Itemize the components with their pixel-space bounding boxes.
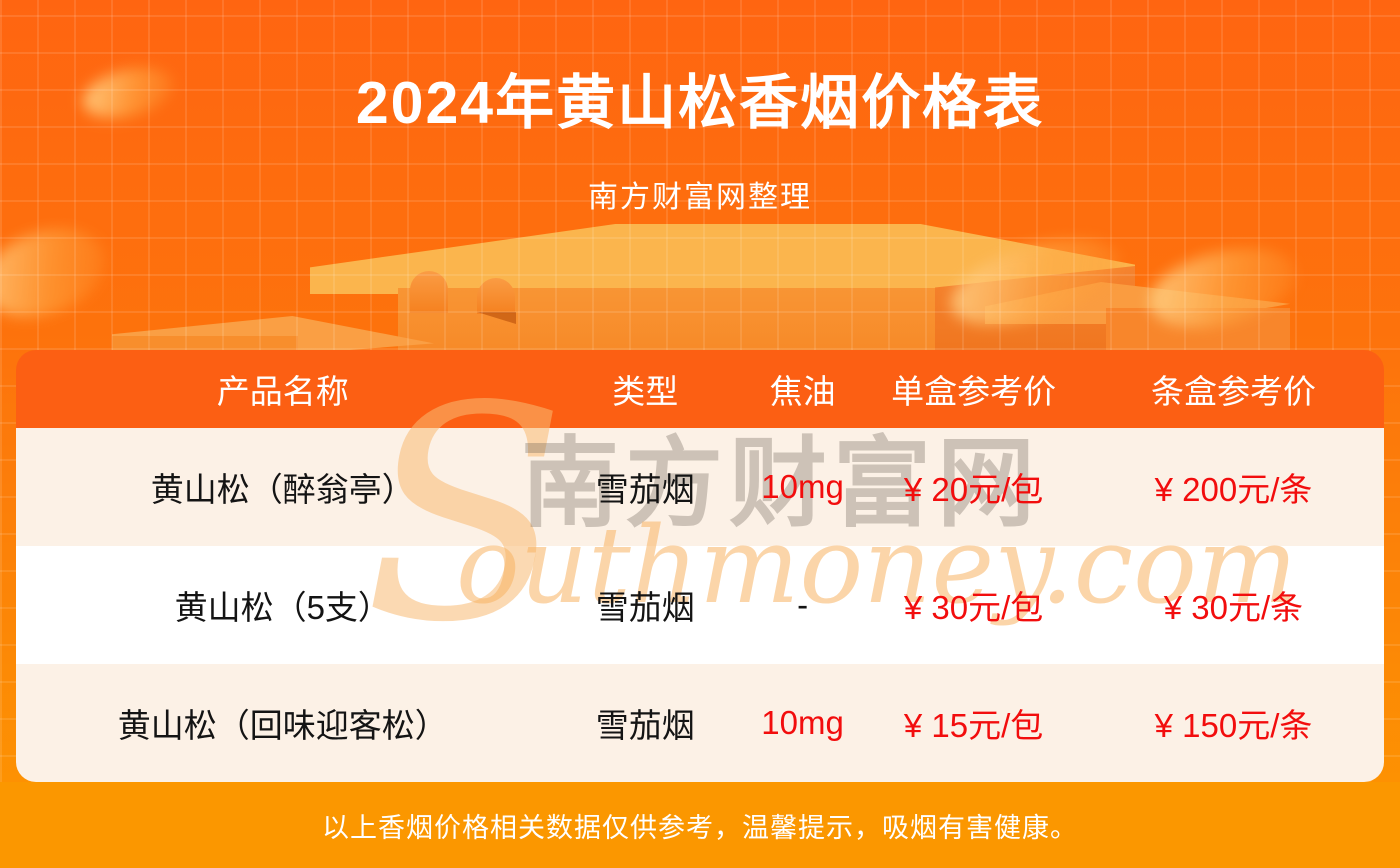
podium-left-top-face bbox=[112, 316, 434, 354]
podium-right-front-face bbox=[1106, 308, 1290, 352]
price-table: S 南方财富网 outhmoney.com 产品名称 类型 焦油 单盒参考价 条… bbox=[16, 350, 1384, 782]
cell-type: 雪茄烟 bbox=[595, 707, 695, 744]
cell-product-name: 黄山松（5支） bbox=[174, 589, 391, 626]
cell-pack-price: ¥ 30元/包 bbox=[903, 589, 1044, 626]
column-header-pack-price: 单盒参考价 bbox=[891, 373, 1057, 410]
cell-type: 雪茄烟 bbox=[595, 471, 695, 508]
page-title: 2024年黄山松香烟价格表 bbox=[355, 70, 1045, 136]
cell-tar: - bbox=[797, 586, 809, 623]
cell-carton-price: ¥ 30元/条 bbox=[1163, 589, 1304, 626]
column-header-type: 类型 bbox=[612, 373, 679, 410]
cell-tar: 10mg bbox=[761, 468, 844, 505]
table-row: 黄山松（回味迎客松） 雪茄烟 10mg ¥ 15元/包 ¥ 150元/条 bbox=[16, 664, 1384, 782]
podium-right-top-face bbox=[985, 282, 1290, 324]
cell-pack-price: ¥ 20元/包 bbox=[903, 471, 1044, 508]
arch-shadow bbox=[477, 312, 516, 324]
column-header-carton-price: 条盒参考价 bbox=[1150, 373, 1316, 410]
arch-shape-icon bbox=[410, 271, 448, 313]
arch-shape-icon bbox=[477, 278, 515, 314]
cell-carton-price: ¥ 150元/条 bbox=[1154, 707, 1313, 744]
page-subtitle: 南方财富网整理 bbox=[588, 181, 812, 214]
disclaimer-bar: 以上香烟价格相关数据仅供参考，温馨提示，吸烟有害健康。 bbox=[0, 782, 1400, 868]
table-row: 黄山松（醉翁亭） 雪茄烟 10mg ¥ 20元/包 ¥ 200元/条 bbox=[16, 428, 1384, 546]
podium-center-top-face bbox=[310, 224, 1135, 294]
blurred-coin-icon bbox=[1141, 234, 1305, 342]
podium-center-front-face bbox=[398, 288, 935, 352]
cell-tar: 10mg bbox=[761, 704, 844, 741]
cell-type: 雪茄烟 bbox=[595, 589, 695, 626]
blurred-coin-icon bbox=[941, 221, 1130, 343]
blurred-coin-icon bbox=[0, 213, 118, 333]
cell-carton-price: ¥ 200元/条 bbox=[1154, 471, 1313, 508]
cell-product-name: 黄山松（醉翁亭） bbox=[150, 471, 415, 508]
cell-product-name: 黄山松（回味迎客松） bbox=[117, 707, 448, 744]
table-row: 黄山松（5支） 雪茄烟 - ¥ 30元/包 ¥ 30元/条 bbox=[16, 546, 1384, 664]
column-header-product-name: 产品名称 bbox=[216, 373, 349, 410]
disclaimer-text: 以上香烟价格相关数据仅供参考，温馨提示，吸烟有害健康。 bbox=[322, 812, 1078, 843]
podium-center-side-face bbox=[935, 266, 1135, 352]
table-header-row: 产品名称 类型 焦油 单盒参考价 条盒参考价 bbox=[16, 350, 1384, 428]
column-header-tar: 焦油 bbox=[769, 373, 836, 410]
cell-pack-price: ¥ 15元/包 bbox=[903, 707, 1044, 744]
